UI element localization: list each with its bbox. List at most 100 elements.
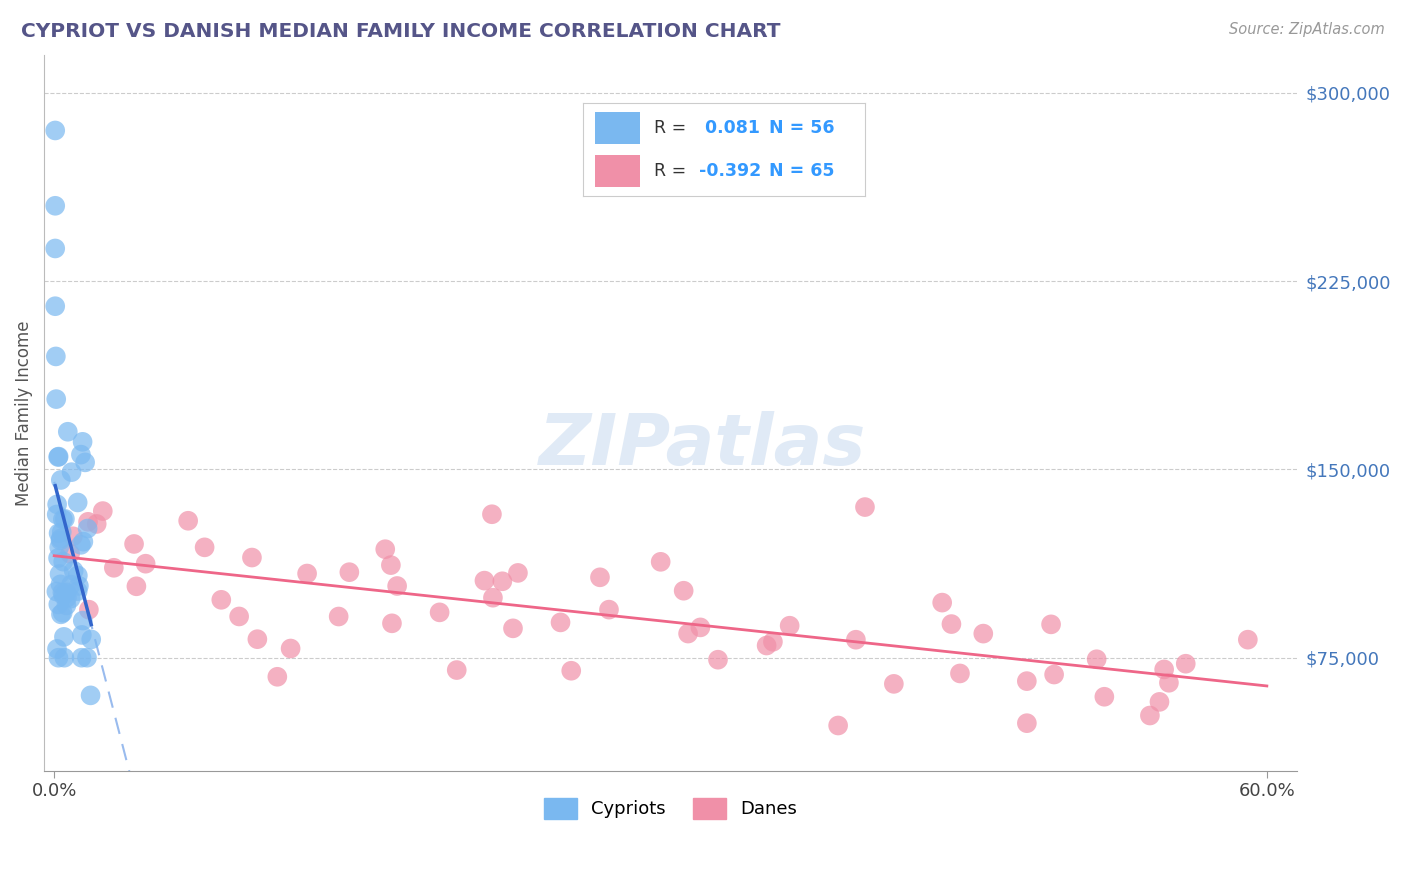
Point: [45, 584, 67, 599]
Text: N = 56: N = 56: [769, 119, 835, 136]
Point: [1040, 617, 1063, 632]
Point: [70, 448, 93, 462]
Point: [52, 555, 75, 569]
Point: [76, 521, 98, 535]
Point: [853, 500, 876, 514]
Point: [59, 591, 82, 606]
Point: [931, 596, 953, 610]
Point: [550, 615, 572, 630]
Point: [676, 626, 699, 640]
Point: [75, 455, 97, 469]
Point: [62, 529, 84, 543]
Point: [209, 592, 232, 607]
Point: [76, 650, 98, 665]
Point: [49, 607, 72, 622]
Point: [672, 583, 695, 598]
Text: -0.392: -0.392: [699, 162, 761, 180]
Point: [122, 537, 145, 551]
Point: [385, 579, 408, 593]
Text: CYPRIOT VS DANISH MEDIAN FAMILY INCOME CORRELATION CHART: CYPRIOT VS DANISH MEDIAN FAMILY INCOME C…: [21, 22, 780, 41]
Point: [689, 620, 711, 634]
Point: [53, 650, 76, 665]
Point: [177, 514, 200, 528]
Point: [56, 591, 79, 605]
Point: [481, 508, 503, 522]
Point: [1237, 632, 1260, 647]
Point: [49, 473, 72, 487]
Point: [59, 547, 82, 561]
Point: [240, 550, 263, 565]
Point: [941, 617, 963, 632]
Point: [45, 508, 67, 522]
Point: [762, 634, 785, 648]
Point: [46, 450, 69, 464]
Point: [1015, 716, 1038, 731]
Point: [125, 579, 148, 593]
Point: [49, 532, 72, 546]
Point: [86, 516, 108, 531]
Point: [429, 606, 451, 620]
Text: N = 65: N = 65: [769, 162, 835, 180]
Point: [1153, 662, 1175, 676]
Point: [589, 570, 612, 584]
Point: [66, 495, 89, 509]
Point: [1085, 652, 1108, 666]
Point: [883, 677, 905, 691]
Point: [66, 584, 89, 599]
Point: [280, 641, 302, 656]
Text: 0.081: 0.081: [699, 119, 759, 136]
Point: [1092, 690, 1115, 704]
Point: [48, 526, 70, 541]
Point: [266, 670, 288, 684]
Text: Source: ZipAtlas.com: Source: ZipAtlas.com: [1229, 22, 1385, 37]
Point: [949, 666, 972, 681]
Point: [474, 574, 496, 588]
Point: [827, 718, 849, 732]
Point: [135, 557, 157, 571]
Point: [46, 641, 69, 656]
Point: [49, 533, 72, 548]
Point: [46, 598, 69, 612]
Point: [48, 450, 70, 464]
Point: [295, 566, 318, 581]
Point: [52, 512, 75, 526]
Bar: [595, 112, 640, 144]
Point: [1174, 657, 1197, 671]
Point: [506, 566, 529, 580]
Point: [51, 524, 73, 539]
Point: [80, 632, 103, 647]
Point: [246, 632, 269, 647]
Point: [72, 534, 94, 549]
Point: [491, 574, 513, 589]
Point: [1043, 667, 1066, 681]
Text: R =: R =: [654, 162, 692, 180]
Point: [91, 504, 114, 518]
Point: [44, 199, 66, 213]
Legend: Cypriots, Danes: Cypriots, Danes: [537, 791, 804, 826]
Point: [55, 585, 77, 599]
Point: [380, 558, 402, 573]
Point: [62, 564, 84, 578]
Point: [46, 497, 69, 511]
Point: [52, 630, 75, 644]
Y-axis label: Median Family Income: Median Family Income: [15, 320, 32, 506]
Point: [103, 561, 125, 575]
Point: [79, 689, 101, 703]
Point: [482, 591, 505, 605]
Point: [77, 602, 100, 616]
Point: [72, 434, 94, 449]
Point: [70, 538, 93, 552]
Point: [779, 618, 801, 632]
Point: [707, 653, 730, 667]
Point: [1015, 674, 1038, 689]
Point: [56, 425, 79, 439]
Point: [53, 512, 76, 526]
Point: [755, 639, 778, 653]
Point: [381, 616, 404, 631]
Point: [60, 465, 83, 479]
Point: [1139, 708, 1161, 723]
Point: [845, 632, 868, 647]
Point: [972, 626, 994, 640]
Point: [328, 609, 350, 624]
Point: [44, 123, 66, 137]
